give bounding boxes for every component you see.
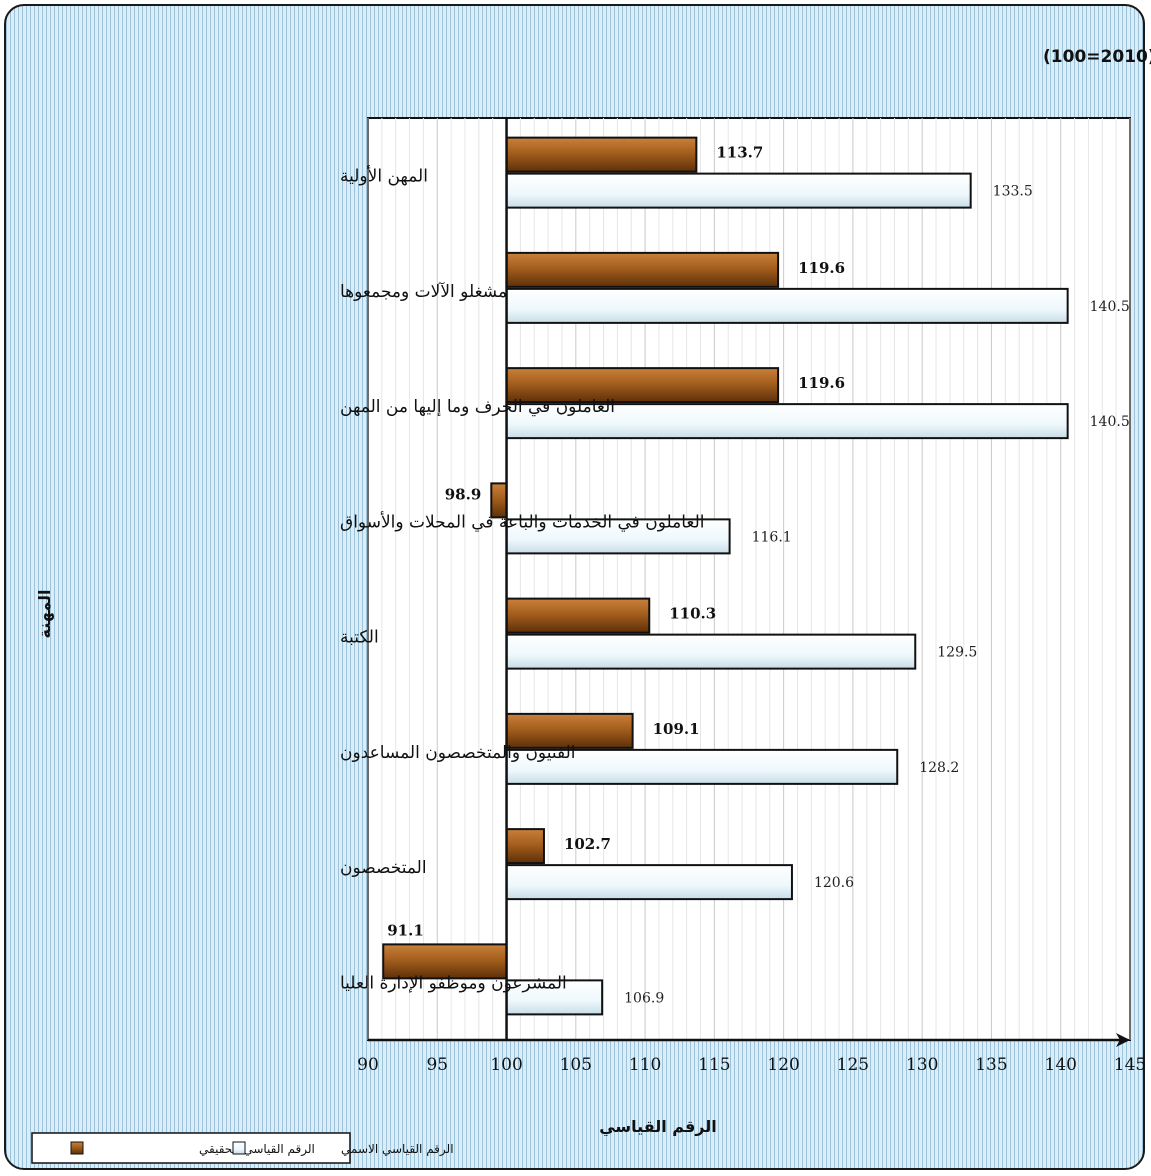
bar-nominal xyxy=(505,172,972,209)
category-label: الكتبة xyxy=(340,628,379,648)
legend: الرقم القياسي الحقيقي الرقم القياسي الاس… xyxy=(31,1132,454,1164)
x-tick-label: 120 xyxy=(767,1055,799,1075)
x-tick-label: 95 xyxy=(426,1055,448,1075)
bar-real xyxy=(505,712,634,749)
x-tick-label: 130 xyxy=(906,1055,938,1075)
bar-nominal xyxy=(505,287,1069,324)
data-label-real: 113.7 xyxy=(716,144,763,162)
x-tick-labels: 90 95 100 105 110 115 120 125 130 135 140 145 xyxy=(357,1055,1146,1075)
category-label: العاملون في الخدمات والباعة في المحلات و… xyxy=(340,511,705,532)
bar-nominal xyxy=(505,633,917,670)
data-label-real: 102.7 xyxy=(564,835,611,853)
category-label: الفنيون والمتخصصون المساعدون xyxy=(340,743,575,763)
data-label-nominal: 133.5 xyxy=(993,184,1033,200)
data-label-real: 110.3 xyxy=(669,605,716,623)
bar-nominal xyxy=(505,403,1069,440)
bar-real xyxy=(382,943,508,980)
legend-label-nominal: الرقم القياسي الاسمي xyxy=(341,1142,454,1157)
bar-nominal xyxy=(505,518,731,555)
data-label-real: 98.9 xyxy=(445,485,482,503)
legend-swatch-nominal xyxy=(232,1141,246,1155)
data-label-nominal: 140.5 xyxy=(1090,299,1130,315)
category-labels: المهن الأولية مشغلو الآلات ومجمعوها العامل… xyxy=(340,166,705,994)
x-tick-label: 105 xyxy=(560,1055,592,1075)
bar-nominal xyxy=(505,748,899,785)
category-label: المتخصصون xyxy=(340,858,427,878)
bars xyxy=(382,136,1069,1016)
bar-real xyxy=(505,251,780,288)
x-tick-label: 135 xyxy=(975,1055,1007,1075)
data-labels: 113.7 133.5 119.6 140.5 119.6 140.5 98.9 116.1 1… xyxy=(387,144,1130,1007)
bar-real xyxy=(505,828,545,865)
data-label-real: 109.1 xyxy=(653,720,700,738)
data-label-real: 91.1 xyxy=(387,921,424,939)
data-label-nominal: 140.5 xyxy=(1090,414,1130,430)
x-tick-label: 100 xyxy=(490,1055,522,1075)
chart-title: الشكل 12: الرقم القياسي الاسمي والحقيقي … xyxy=(1043,45,1151,67)
x-axis-title: الرقم القياسي xyxy=(599,1117,717,1137)
category-label: المهن الأولية xyxy=(340,166,428,187)
legend-box xyxy=(31,1132,351,1164)
legend-swatch-real xyxy=(70,1141,84,1155)
bar-nominal xyxy=(505,864,793,901)
x-tick-label: 125 xyxy=(837,1055,869,1075)
data-label-nominal: 128.2 xyxy=(919,760,959,776)
category-label: العاملون في الحرف وما إليها من المهن xyxy=(340,397,615,417)
x-tick-label: 145 xyxy=(1114,1055,1146,1075)
data-label-nominal: 129.5 xyxy=(937,645,977,661)
y-axis-title: المهنة xyxy=(35,589,54,638)
data-label-nominal: 106.9 xyxy=(624,990,664,1006)
x-tick-label: 110 xyxy=(629,1055,661,1075)
bar-real xyxy=(505,136,698,173)
data-label-real: 119.6 xyxy=(798,259,845,277)
category-label: المشرعون وموظفو الإدارة العليا xyxy=(340,973,567,993)
category-label: مشغلو الآلات ومجمعوها xyxy=(340,281,507,302)
bar-real xyxy=(505,597,651,634)
data-label-nominal: 116.1 xyxy=(752,529,792,545)
x-tick-label: 90 xyxy=(357,1055,379,1075)
data-label-nominal: 120.6 xyxy=(814,875,854,891)
x-tick-label: 115 xyxy=(698,1055,730,1075)
x-tick-label: 140 xyxy=(1045,1055,1077,1075)
legend-label-real: الرقم القياسي الحقيقي xyxy=(199,1142,315,1157)
data-label-real: 119.6 xyxy=(798,374,845,392)
